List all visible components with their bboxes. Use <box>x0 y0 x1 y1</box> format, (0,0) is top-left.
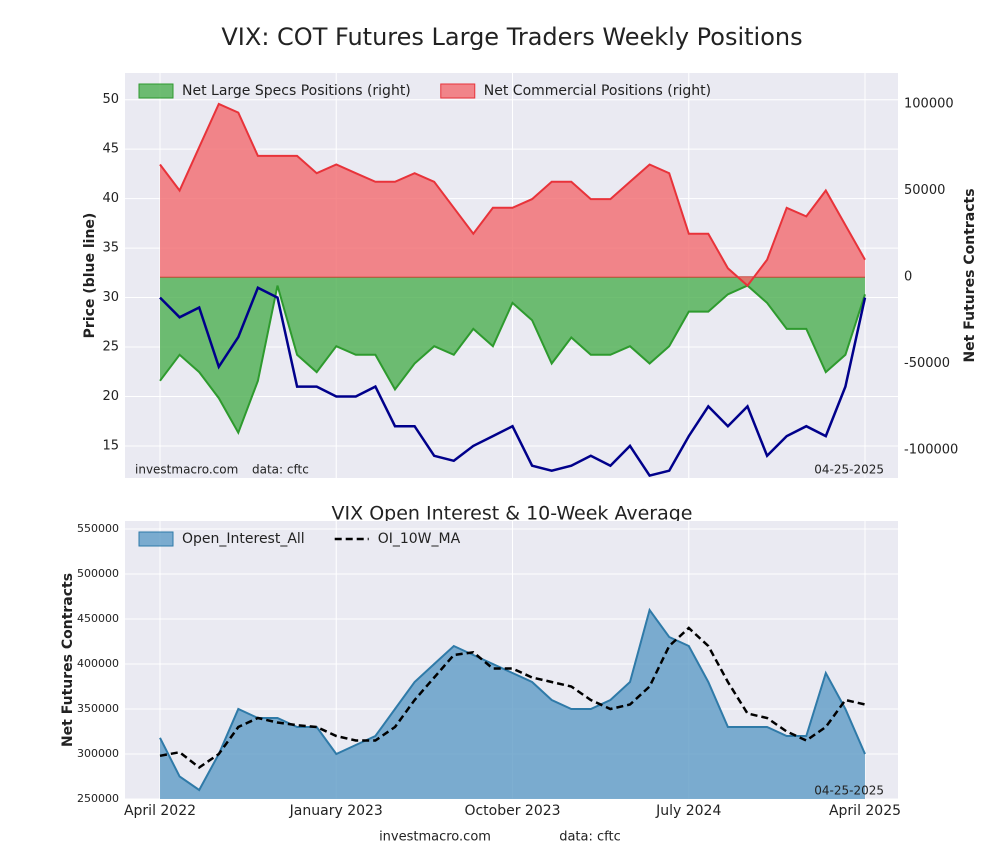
y2-tick-label: -100000 <box>904 442 958 457</box>
y-tick-label: 250000 <box>77 792 119 805</box>
y-tick-label: 15 <box>102 438 119 453</box>
y2-tick-label: -50000 <box>904 356 950 371</box>
chart-title: VIX: COT Futures Large Traders Weekly Po… <box>221 23 802 51</box>
legend-label: Net Commercial Positions (right) <box>484 83 711 99</box>
area-fill <box>160 276 865 433</box>
y-tick-label: 400000 <box>77 657 119 670</box>
x-tick-label: April 2025 <box>829 803 901 819</box>
y-axis-label: Price (blue line) <box>82 213 98 339</box>
area-fill <box>160 104 865 286</box>
y-tick-label: 40 <box>102 191 119 206</box>
y-tick-label: 45 <box>102 142 119 157</box>
y2-tick-label: 50000 <box>904 183 945 198</box>
legend-label: OI_10W_MA <box>378 531 461 547</box>
area-line <box>159 102 866 288</box>
area-fill <box>160 610 865 799</box>
footer-source: data: cftc <box>559 830 621 845</box>
x-tick-label: January 2023 <box>289 803 383 819</box>
y2-tick-label: 0 <box>904 269 912 284</box>
y-tick-label: 500000 <box>77 567 119 580</box>
y-tick-label: 20 <box>102 389 119 404</box>
footer-site: investmacro.com <box>379 830 491 845</box>
annotation: 04-25-2025 <box>814 784 884 798</box>
legend-swatch <box>138 531 174 547</box>
x-tick-label: April 2022 <box>124 803 196 819</box>
y-tick-label: 30 <box>102 290 119 305</box>
y-tick-label: 450000 <box>77 612 119 625</box>
line <box>159 285 867 478</box>
legend-swatch <box>440 83 476 99</box>
y-tick-label: 35 <box>102 241 119 256</box>
area-line <box>159 607 866 792</box>
y-tick-label: 300000 <box>77 747 119 760</box>
chart-title: VIX Open Interest & 10-Week Average <box>332 503 693 525</box>
x-tick-label: July 2024 <box>655 803 721 819</box>
legend-label: Open_Interest_All <box>182 531 305 547</box>
annotation: investmacro.com <box>135 463 238 477</box>
y-axis-label: Net Futures Contracts <box>60 573 76 747</box>
y-tick-label: 50 <box>102 92 119 107</box>
y-tick-label: 350000 <box>77 702 119 715</box>
y2-axis-label: Net Futures Contracts <box>962 188 978 362</box>
line <box>159 626 866 770</box>
y-tick-label: 25 <box>102 340 119 355</box>
legend-swatch <box>138 83 174 99</box>
annotation: 04-25-2025 <box>814 463 884 477</box>
y2-tick-label: 100000 <box>904 96 954 111</box>
x-tick-label: October 2023 <box>464 803 560 819</box>
legend-label: Net Large Specs Positions (right) <box>182 83 411 99</box>
y-tick-label: 550000 <box>77 522 119 535</box>
annotation: data: cftc <box>252 463 309 477</box>
